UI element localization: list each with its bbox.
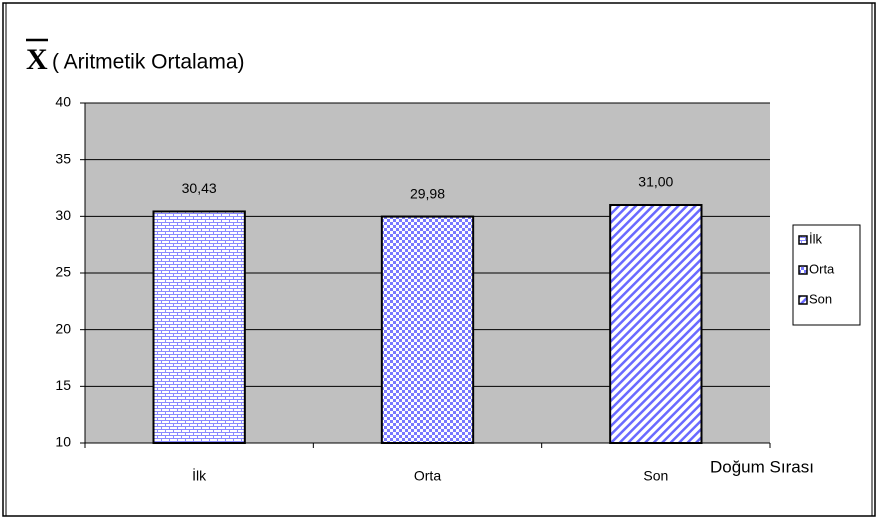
value-label: 29,98: [410, 185, 445, 201]
y-tick-label: 30: [55, 207, 71, 223]
bar: [152, 210, 246, 444]
legend-label: İlk: [809, 231, 823, 246]
legend-swatch: [798, 265, 808, 275]
legend: [792, 224, 861, 326]
x-tick-label: İlk: [192, 467, 207, 484]
legend-label: Son: [809, 291, 832, 306]
y-tick-label: 40: [55, 94, 71, 110]
y-tick-label: 25: [55, 264, 71, 280]
y-tick-label: 35: [55, 150, 71, 166]
bar: [609, 204, 703, 444]
x-axis-label: Doğum Sırası: [710, 457, 814, 476]
legend-swatch: [798, 295, 808, 305]
y-tick-label: 15: [55, 377, 71, 393]
legend-label: Orta: [809, 261, 835, 276]
chart-title: ( Aritmetik Ortalama): [52, 51, 245, 74]
y-tick-label: 10: [55, 434, 71, 450]
value-label: 30,43: [182, 180, 217, 196]
legend-swatch: [798, 235, 808, 245]
x-tick-label: Son: [643, 468, 668, 484]
x-tick-label: Orta: [414, 468, 441, 484]
y-tick-label: 20: [55, 320, 71, 336]
title-symbol: X: [26, 43, 48, 76]
value-label: 31,00: [638, 174, 673, 190]
bar: [380, 215, 475, 444]
